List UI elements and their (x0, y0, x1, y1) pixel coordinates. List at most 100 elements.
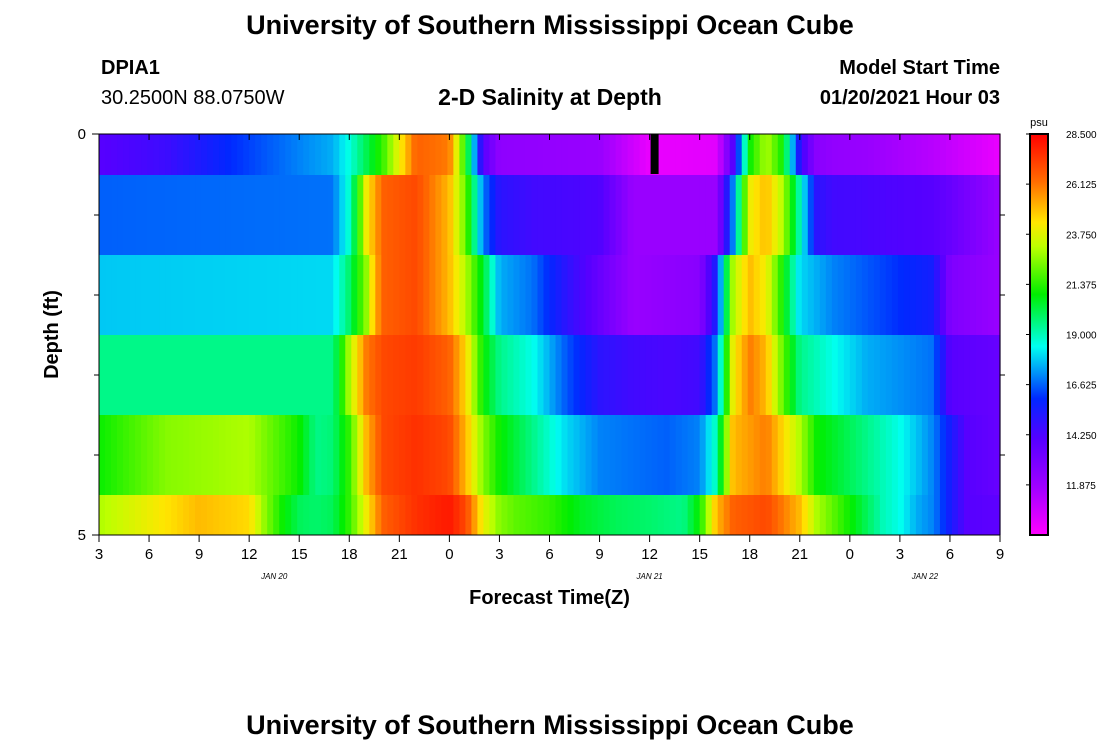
heatmap-cell (639, 175, 647, 255)
heatmap-cell (651, 415, 659, 495)
heatmap-cell (303, 495, 310, 535)
heatmap-cell (693, 175, 701, 255)
heatmap-cell (363, 495, 370, 535)
colorbar-tick-label: 14.250 (1066, 431, 1097, 442)
heatmap-cell (405, 134, 412, 175)
heatmap-cell (159, 255, 166, 335)
heatmap-cell (945, 415, 953, 495)
heatmap-cell (867, 415, 875, 495)
heatmap-cell (99, 335, 106, 415)
heatmap-cell (951, 255, 959, 335)
heatmap-cell (297, 134, 304, 175)
heatmap-cell (807, 415, 815, 495)
heatmap-cell (945, 255, 953, 335)
heatmap-cell (543, 415, 551, 495)
heatmap-cell (135, 495, 142, 535)
heatmap-cell (933, 335, 941, 415)
x-axis-label: Forecast Time(Z) (469, 587, 630, 609)
heatmap-cell (711, 255, 719, 335)
heatmap-cell (699, 495, 707, 535)
heatmap-cell (807, 134, 815, 175)
y-tick-label: 0 (78, 126, 86, 143)
heatmap-cell (711, 495, 719, 535)
heatmap-cell (519, 415, 527, 495)
heatmap-cell (417, 134, 424, 175)
heatmap-cell (639, 495, 647, 535)
heatmap-cell (537, 495, 545, 535)
heatmap-cell (255, 495, 262, 535)
heatmap-cell (909, 255, 917, 335)
heatmap-cell (843, 415, 851, 495)
heatmap-cell (801, 415, 809, 495)
heatmap-cell (507, 175, 515, 255)
heatmap-cell (315, 175, 322, 255)
date-label: JAN 22 (911, 572, 939, 581)
heatmap-cell (483, 335, 491, 415)
heatmap-cell (981, 255, 989, 335)
heatmap-cell (543, 134, 551, 175)
heatmap-cell (729, 134, 737, 175)
heatmap-cell (771, 415, 779, 495)
heatmap-cell (339, 335, 346, 415)
heatmap-cell (723, 415, 731, 495)
x-tick-label: 6 (545, 546, 553, 563)
heatmap-cell (135, 175, 142, 255)
heatmap-cell (417, 335, 424, 415)
heatmap-cell (705, 175, 713, 255)
heatmap-cell (993, 175, 1001, 255)
heatmap-cell (363, 415, 370, 495)
heatmap-cell (165, 415, 172, 495)
heatmap-cell (375, 495, 382, 535)
heatmap-cell (525, 495, 533, 535)
heatmap-cell (717, 175, 725, 255)
heatmap-cell (201, 175, 208, 255)
heatmap-cell (237, 134, 244, 175)
heatmap-cell (237, 175, 244, 255)
heatmap-cell (597, 335, 605, 415)
heatmap-cell (525, 255, 533, 335)
heatmap-cell (219, 175, 226, 255)
date-label: JAN 20 (260, 572, 288, 581)
heatmap-cell (273, 495, 280, 535)
heatmap-cell (579, 255, 587, 335)
heatmap-cell (825, 495, 833, 535)
heatmap-cell (237, 335, 244, 415)
heatmap-cell (783, 415, 791, 495)
heatmap-cell (357, 415, 364, 495)
heatmap-cell (633, 495, 641, 535)
heatmap-cell (195, 415, 202, 495)
heatmap-cell (567, 335, 575, 415)
heatmap-cell (231, 495, 238, 535)
heatmap-cell (957, 175, 965, 255)
heatmap-cell (843, 495, 851, 535)
heatmap-cell (891, 415, 899, 495)
heatmap-cell (669, 495, 677, 535)
heatmap-cell (831, 175, 839, 255)
heatmap-cell (381, 495, 388, 535)
heatmap-cell (243, 175, 250, 255)
heatmap-cell (243, 255, 250, 335)
heatmap-cell (309, 134, 316, 175)
heatmap-cell (363, 175, 370, 255)
heatmap-cell (717, 495, 725, 535)
heatmap-cell (195, 335, 202, 415)
heatmap-cell (141, 415, 148, 495)
heatmap-cell (351, 495, 358, 535)
heatmap-cell (963, 495, 971, 535)
heatmap-cell (777, 255, 785, 335)
heatmap-cell (717, 134, 725, 175)
heatmap-cell (747, 175, 755, 255)
heatmap-cell (615, 134, 623, 175)
heatmap-cell (189, 335, 196, 415)
heatmap-cell (453, 335, 460, 415)
heatmap-cell (459, 175, 467, 255)
heatmap-cell (303, 415, 310, 495)
heatmap-cell (975, 175, 983, 255)
heatmap-cell (609, 495, 617, 535)
heatmap-cell (813, 335, 821, 415)
heatmap-cell (231, 255, 238, 335)
heatmap-cell (789, 175, 797, 255)
x-tick-label: 18 (341, 546, 358, 563)
heatmap-cell (927, 415, 935, 495)
